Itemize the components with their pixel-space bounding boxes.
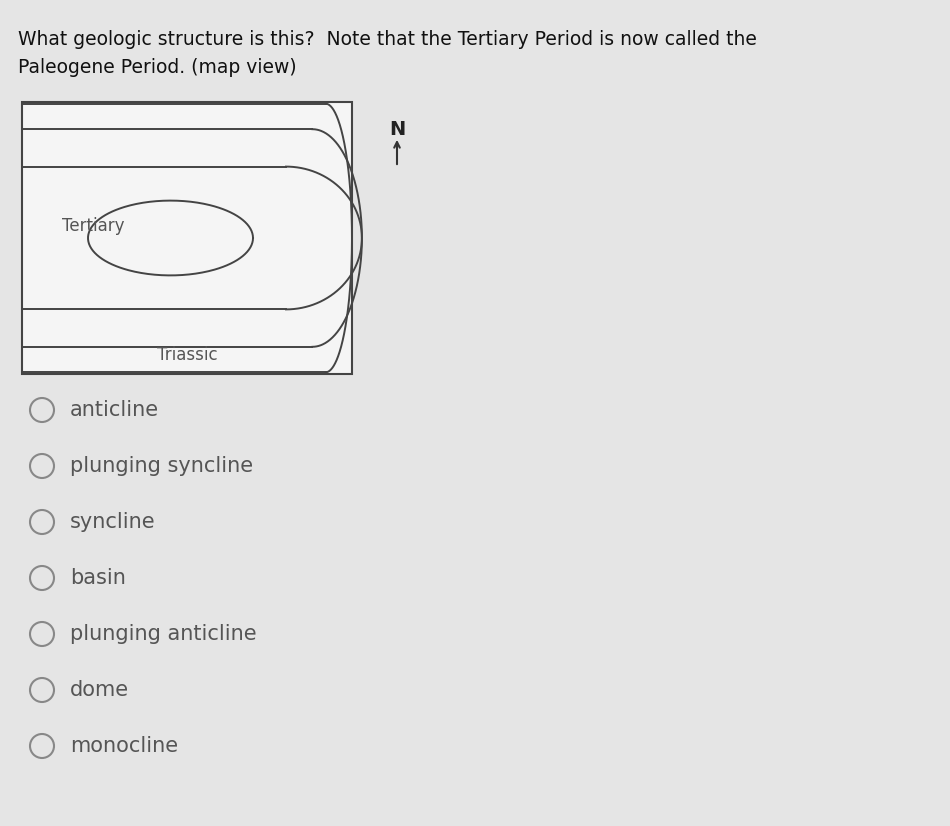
Polygon shape	[22, 102, 352, 374]
Text: syncline: syncline	[70, 512, 156, 532]
Text: Paleogene Period. (map view): Paleogene Period. (map view)	[18, 58, 296, 77]
Text: What geologic structure is this?  Note that the Tertiary Period is now called th: What geologic structure is this? Note th…	[18, 30, 757, 49]
Text: Tertiary: Tertiary	[62, 217, 124, 235]
Text: basin: basin	[70, 568, 125, 588]
Text: N: N	[389, 120, 405, 139]
Text: plunging anticline: plunging anticline	[70, 624, 256, 644]
Text: dome: dome	[70, 680, 129, 700]
Text: Triassic: Triassic	[157, 346, 218, 364]
Text: monocline: monocline	[70, 736, 179, 756]
Text: anticline: anticline	[70, 400, 160, 420]
Text: plunging syncline: plunging syncline	[70, 456, 253, 476]
